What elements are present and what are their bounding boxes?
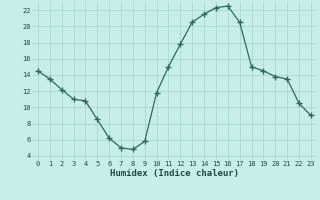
X-axis label: Humidex (Indice chaleur): Humidex (Indice chaleur) <box>110 169 239 178</box>
